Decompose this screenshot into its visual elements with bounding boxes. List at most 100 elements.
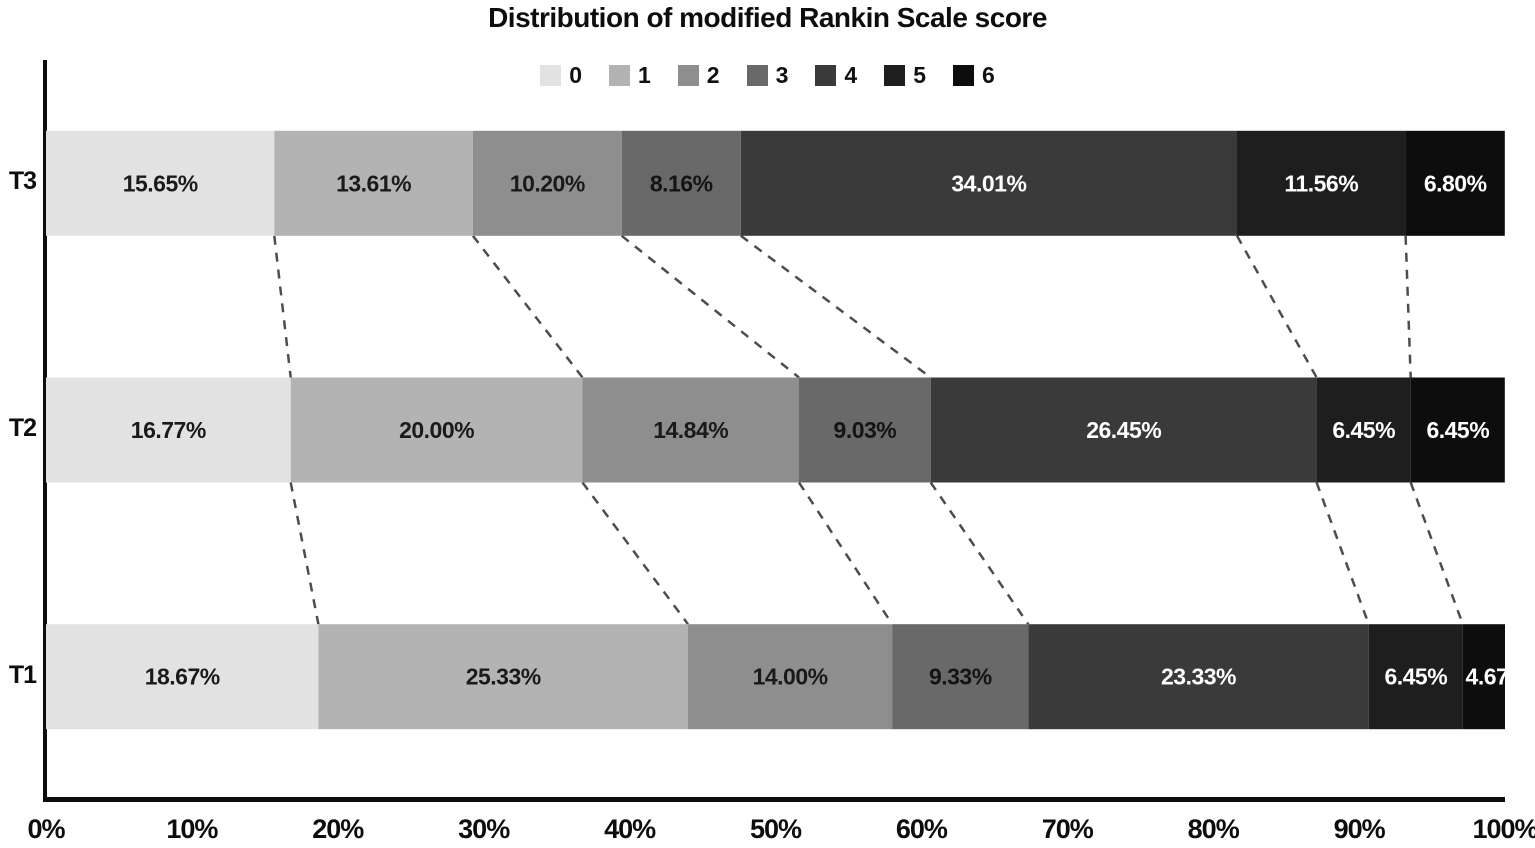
y-axis-label-t3: T3 — [8, 167, 37, 196]
legend-item-5: 5 — [884, 62, 926, 89]
segment-value-label: 6.45% — [1426, 417, 1489, 443]
segment-value-label: 14.00% — [753, 664, 828, 690]
segment-value-label: 9.33% — [929, 664, 992, 690]
y-axis-line — [43, 60, 47, 801]
connector-line — [1404, 235, 1412, 378]
segment-value-label: 15.65% — [123, 170, 198, 196]
segment-value-label: 13.61% — [336, 170, 411, 196]
segment-value-label: 16.77% — [131, 417, 206, 443]
connector-line — [289, 482, 320, 625]
connector-line — [273, 235, 292, 378]
x-tick-label-50: 50% — [749, 814, 802, 844]
legend-swatch-icon — [815, 65, 837, 86]
segment-value-label: 26.45% — [1086, 417, 1161, 443]
x-tick-label-30: 30% — [458, 814, 510, 844]
segment-value-label: 10.20% — [510, 170, 585, 196]
bar-segment-t3-mrs1 — [274, 130, 473, 236]
segment-value-label: 6.80% — [1424, 170, 1487, 196]
legend-swatch-icon — [952, 65, 974, 86]
legend-swatch-icon — [609, 65, 630, 86]
legend-swatch-icon — [884, 65, 906, 86]
x-tick-label-20: 20% — [312, 814, 364, 844]
x-tick-label-100: 100% — [1472, 814, 1535, 844]
connector-line — [1409, 482, 1464, 625]
bar-segment-t2-mrs6 — [1410, 377, 1505, 483]
bar-segment-t2-mrs3 — [799, 377, 931, 483]
bar-row-t1: 18.67% 25.33% 14.00% 9.33% 23.33% 6.45% 4.67% — [46, 624, 1505, 730]
x-tick-label-10: 10% — [166, 814, 218, 844]
legend-item-6: 6 — [952, 62, 995, 89]
connector-line — [1235, 235, 1318, 379]
bars-canvas: 15.65% 13.61% 10.20% 8.16% 34.01% 11.56% 6.80%… — [46, 130, 1505, 730]
bar-segment-t3-mrs0 — [46, 130, 275, 236]
segment-value-label: 8.16% — [650, 170, 713, 196]
bar-row-t3: 15.65% 13.61% 10.20% 8.16% 34.01% 11.56% 6.80% — [46, 130, 1505, 236]
connector-line — [797, 481, 894, 625]
bar-segment-t1-mrs0 — [46, 624, 319, 730]
segment-value-label: 25.33% — [466, 664, 541, 690]
connector-line — [620, 234, 800, 379]
plot-area: 15.65% 13.61% 10.20% 8.16% 34.01% 11.56% 6.80%… — [46, 60, 1505, 800]
segment-value-label: 11.56% — [1284, 170, 1358, 196]
legend-label: 0 — [569, 62, 582, 88]
x-tick-label-0: 0% — [27, 814, 65, 844]
x-tick-label-80: 80% — [1187, 814, 1240, 844]
legend-swatch-icon — [746, 65, 768, 86]
segment-value-label: 14.84% — [653, 417, 728, 443]
segment-value-label: 23.33% — [1161, 664, 1236, 690]
bar-segment-t2-mrs5 — [1316, 377, 1411, 483]
legend-label: 6 — [981, 62, 995, 88]
bar-segment-t3-mrs5 — [1237, 130, 1406, 236]
segment-value-label: 18.67% — [145, 664, 220, 690]
segment-value-label: 6.45% — [1332, 417, 1395, 443]
bar-segment-t2-mrs4 — [930, 377, 1317, 483]
connector-line — [581, 481, 690, 625]
x-tick-label-90: 90% — [1333, 814, 1386, 844]
bar-row-t2: 16.77% 20.00% 14.84% 9.03% 26.45% 6.45% 6.45% — [46, 377, 1505, 483]
legend: 0 1 2 3 4 5 6 — [0, 62, 1535, 89]
bar-segment-t1-mrs1 — [318, 624, 688, 730]
bar-segment-t3-mrs6 — [1405, 130, 1505, 236]
legend-item-1: 1 — [609, 62, 651, 89]
legend-label: 3 — [775, 62, 789, 88]
x-axis-line — [43, 797, 1505, 802]
segment-value-label: 34.01% — [951, 170, 1026, 196]
bar-segment-t1-mrs4 — [1028, 624, 1369, 730]
y-axis-label-t1: T1 — [8, 660, 37, 689]
legend-label: 4 — [844, 62, 858, 88]
bar-segment-t1-mrs2 — [688, 624, 893, 730]
connector-line — [929, 481, 1030, 625]
y-axis-label-t2: T2 — [8, 414, 37, 442]
segment-value-label: 20.00% — [399, 417, 474, 443]
bar-segment-t2-mrs1 — [290, 377, 583, 483]
legend-swatch-icon — [540, 65, 562, 86]
connector-line — [1315, 482, 1370, 625]
bar-segment-t1-mrs6 — [1462, 624, 1505, 730]
x-tick-label-40: 40% — [604, 814, 656, 844]
bar-segment-t1-mrs5 — [1368, 624, 1463, 730]
segment-value-label: 4.67% — [1466, 664, 1505, 690]
connector-line — [740, 234, 932, 379]
chart-title: Distribution of modified Rankin Scale sc… — [488, 2, 1047, 33]
legend-item-2: 2 — [677, 62, 720, 89]
bar-segment-t3-mrs4 — [740, 130, 1237, 236]
bar-segment-t1-mrs3 — [892, 624, 1029, 730]
bar-segment-t2-mrs0 — [46, 377, 291, 483]
legend-label: 2 — [706, 62, 720, 88]
segment-value-label: 6.45% — [1384, 664, 1447, 690]
legend-swatch-icon — [677, 65, 699, 86]
legend-label: 5 — [913, 62, 926, 88]
legend-item-4: 4 — [815, 62, 857, 89]
x-tick-label-70: 70% — [1041, 814, 1094, 844]
connector-line — [471, 235, 584, 379]
x-axis-tick-labels: 0% 10% 20% 30% 40% 50% 60% 70% 80% 90% 100% — [0, 814, 1535, 848]
legend-item-3: 3 — [746, 62, 789, 89]
legend-item-0: 0 — [540, 62, 582, 89]
bar-segment-t2-mrs2 — [582, 377, 799, 483]
x-tick-label-60: 60% — [895, 814, 948, 844]
bar-segment-t3-mrs3 — [621, 130, 741, 236]
legend-label: 1 — [638, 62, 651, 88]
segment-value-label: 9.03% — [834, 417, 897, 443]
bar-segment-t3-mrs2 — [472, 130, 622, 236]
